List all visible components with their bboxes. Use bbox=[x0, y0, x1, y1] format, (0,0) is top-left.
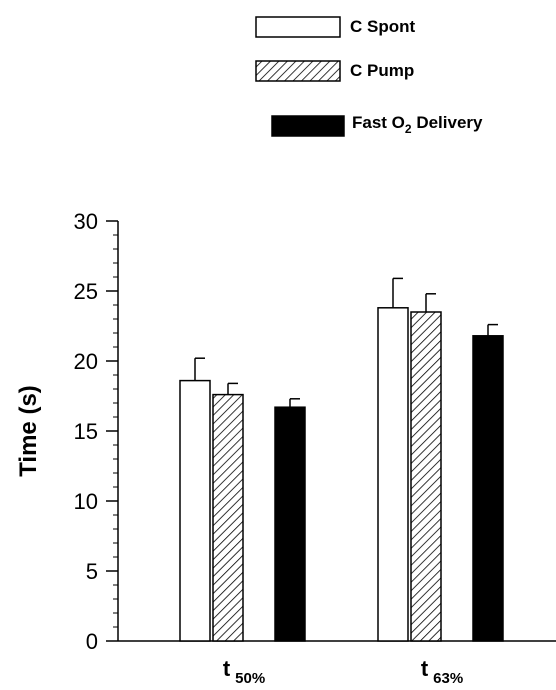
legend-swatch bbox=[255, 60, 341, 82]
chart-axes: 0 5 10 15 20 25 30 Time (s) t 50% t 63% bbox=[15, 209, 556, 687]
chart-bars bbox=[179, 277, 504, 642]
legend-label: C Pump bbox=[350, 61, 414, 80]
bar bbox=[212, 393, 244, 642]
legend-label: C Spont bbox=[350, 17, 415, 36]
legend-swatch bbox=[255, 16, 341, 38]
x-category-label: t 63% bbox=[421, 656, 463, 687]
bar bbox=[472, 335, 504, 642]
y-tick-label: 25 bbox=[74, 279, 98, 304]
bar bbox=[410, 311, 442, 642]
x-category-label: t 50% bbox=[223, 656, 265, 687]
y-tick-label: 30 bbox=[74, 209, 98, 234]
y-tick-label: 15 bbox=[74, 419, 98, 444]
chart-legend: C Spont C Pump Fast O2 Delivery bbox=[255, 16, 483, 137]
y-tick-label: 10 bbox=[74, 489, 98, 514]
y-tick-label: 5 bbox=[86, 559, 98, 584]
y-tick-label: 0 bbox=[86, 629, 98, 654]
bar bbox=[179, 379, 211, 642]
y-axis-label: Time (s) bbox=[15, 385, 42, 477]
bar bbox=[274, 406, 306, 642]
legend-swatch bbox=[271, 115, 345, 137]
y-tick-label: 20 bbox=[74, 349, 98, 374]
legend-label: Fast O2 Delivery bbox=[352, 113, 483, 136]
bar bbox=[377, 307, 409, 642]
